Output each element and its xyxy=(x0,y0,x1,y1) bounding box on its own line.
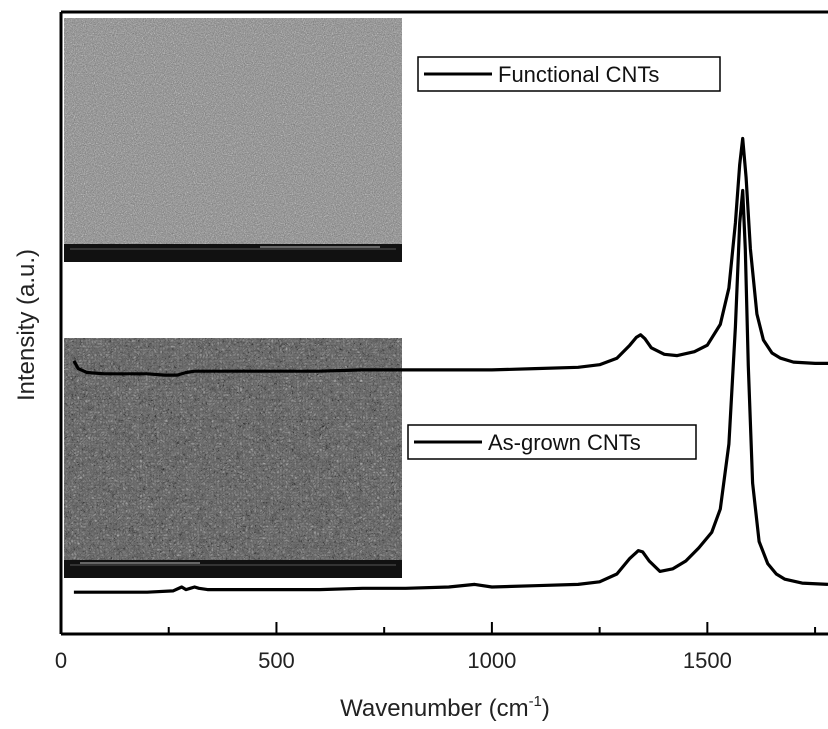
series-line-1 xyxy=(73,188,828,594)
x-tick-label: 1500 xyxy=(683,648,732,673)
as-grown-sem-image xyxy=(64,338,402,578)
legend-functional: Functional CNTs xyxy=(417,56,721,92)
legend-label-as-grown: As-grown CNTs xyxy=(488,430,641,455)
legend-label-functional: Functional CNTs xyxy=(498,62,659,87)
x-tick-label: 500 xyxy=(258,648,295,673)
x-axis-title: Wavenumber (cm-1) xyxy=(340,693,550,722)
x-ticks: 0 500 1000 1500 xyxy=(55,622,817,673)
legend-box-as-grown xyxy=(407,424,697,460)
y-axis-title: Intensity (a.u.) xyxy=(13,249,40,401)
series-layer xyxy=(72,136,828,594)
x-tick-label: 0 xyxy=(55,648,67,673)
legend-as-grown: As-grown CNTs xyxy=(407,424,697,460)
x-tick-label: 1000 xyxy=(467,648,516,673)
series-line-0 xyxy=(72,136,828,377)
functional-sem-image xyxy=(64,18,402,262)
axes xyxy=(59,10,828,636)
